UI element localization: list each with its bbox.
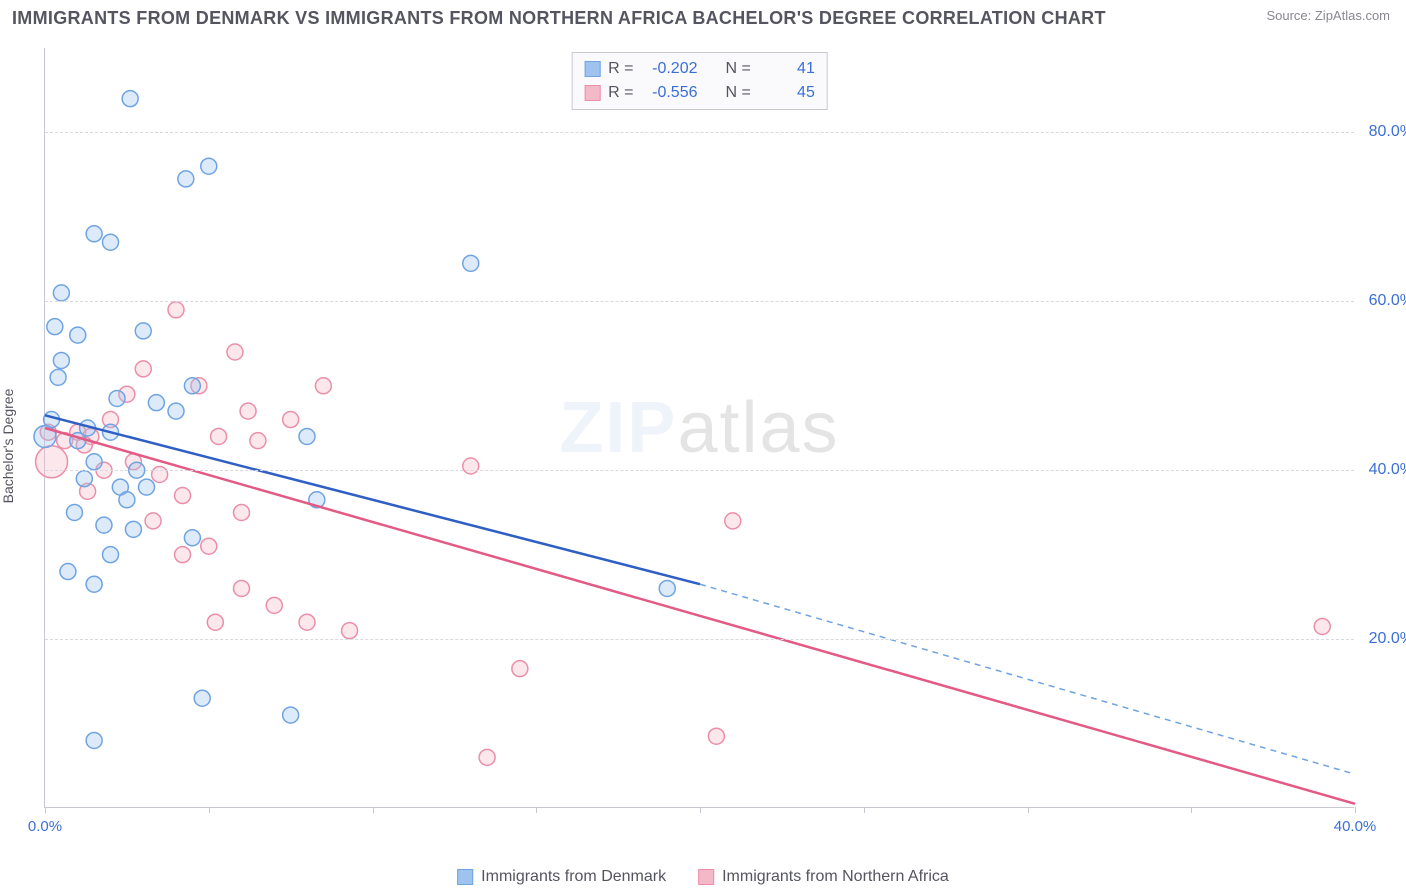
trendline-denmark-extrapolated: [700, 584, 1355, 774]
x-tick: [373, 807, 374, 813]
data-point-denmark: [184, 530, 200, 546]
data-point-denmark: [70, 327, 86, 343]
gridline-h: [45, 132, 1354, 133]
data-point-denmark: [659, 580, 675, 596]
data-point-nafrica: [175, 488, 191, 504]
data-point-nafrica: [725, 513, 741, 529]
data-point-nafrica: [201, 538, 217, 554]
data-point-denmark: [135, 323, 151, 339]
data-point-denmark: [194, 690, 210, 706]
y-tick-label: 60.0%: [1359, 292, 1406, 310]
data-point-denmark: [178, 171, 194, 187]
data-point-denmark: [184, 378, 200, 394]
x-tick: [1028, 807, 1029, 813]
data-point-denmark: [86, 576, 102, 592]
data-point-denmark: [299, 428, 315, 444]
chart-title: IMMIGRANTS FROM DENMARK VS IMMIGRANTS FR…: [12, 8, 1106, 29]
data-point-nafrica: [1314, 618, 1330, 634]
data-point-nafrica: [175, 547, 191, 563]
data-point-denmark: [283, 707, 299, 723]
data-point-nafrica: [315, 378, 331, 394]
data-point-denmark: [50, 369, 66, 385]
gridline-h: [45, 470, 1354, 471]
y-tick-label: 40.0%: [1359, 461, 1406, 479]
data-point-denmark: [103, 234, 119, 250]
data-point-nafrica: [266, 597, 282, 613]
data-point-nafrica: [207, 614, 223, 630]
legend-item-denmark: Immigrants from Denmark: [457, 868, 666, 886]
data-point-nafrica: [135, 361, 151, 377]
data-point-denmark: [122, 91, 138, 107]
data-point-denmark: [463, 255, 479, 271]
data-point-nafrica: [479, 749, 495, 765]
trendline-denmark: [45, 415, 700, 584]
data-point-denmark: [125, 521, 141, 537]
data-point-nafrica: [234, 504, 250, 520]
data-point-denmark: [76, 471, 92, 487]
scatter-svg: [45, 48, 1354, 807]
data-point-denmark: [139, 479, 155, 495]
data-point-denmark: [96, 517, 112, 533]
data-point-denmark: [60, 564, 76, 580]
legend-item-nafrica: Immigrants from Northern Africa: [698, 868, 949, 886]
x-tick: [45, 807, 46, 813]
gridline-h: [45, 639, 1354, 640]
legend-label-denmark: Immigrants from Denmark: [481, 868, 666, 886]
x-tick: [700, 807, 701, 813]
data-point-nafrica: [168, 302, 184, 318]
data-point-denmark: [86, 226, 102, 242]
data-point-denmark: [66, 504, 82, 520]
data-point-nafrica: [463, 458, 479, 474]
data-point-nafrica: [708, 728, 724, 744]
x-tick: [1355, 807, 1356, 813]
x-tick: [536, 807, 537, 813]
x-tick: [1191, 807, 1192, 813]
data-point-denmark: [148, 395, 164, 411]
x-tick: [209, 807, 210, 813]
data-point-nafrica: [250, 433, 266, 449]
data-point-denmark: [86, 454, 102, 470]
data-point-denmark: [103, 547, 119, 563]
swatch-nafrica-icon: [698, 869, 714, 885]
data-point-nafrica: [152, 466, 168, 482]
x-tick: [864, 807, 865, 813]
source-label: Source: ZipAtlas.com: [1266, 8, 1390, 23]
swatch-denmark-icon: [457, 869, 473, 885]
plot-area: ZIPatlas R = -0.202 N = 41 R = -0.556 N …: [44, 48, 1354, 808]
data-point-denmark: [53, 352, 69, 368]
data-point-nafrica: [342, 623, 358, 639]
gridline-h: [45, 301, 1354, 302]
data-point-nafrica: [234, 580, 250, 596]
data-point-nafrica: [512, 661, 528, 677]
data-point-denmark: [53, 285, 69, 301]
data-point-nafrica: [227, 344, 243, 360]
data-point-denmark: [109, 390, 125, 406]
data-point-denmark: [201, 158, 217, 174]
title-bar: IMMIGRANTS FROM DENMARK VS IMMIGRANTS FR…: [0, 0, 1406, 33]
y-tick-label: 80.0%: [1359, 123, 1406, 141]
legend-bottom: Immigrants from Denmark Immigrants from …: [457, 868, 949, 886]
trendline-nafrica: [45, 428, 1355, 804]
data-point-denmark: [168, 403, 184, 419]
data-point-nafrica: [211, 428, 227, 444]
data-point-denmark: [86, 732, 102, 748]
data-point-denmark: [119, 492, 135, 508]
data-point-denmark: [47, 319, 63, 335]
legend-label-nafrica: Immigrants from Northern Africa: [722, 868, 949, 886]
x-tick-label: 0.0%: [28, 818, 62, 835]
data-point-nafrica: [283, 412, 299, 428]
data-point-nafrica: [145, 513, 161, 529]
data-point-nafrica: [299, 614, 315, 630]
x-tick-label: 40.0%: [1334, 818, 1377, 835]
data-point-nafrica: [36, 446, 68, 478]
y-tick-label: 20.0%: [1359, 630, 1406, 648]
data-point-nafrica: [240, 403, 256, 419]
y-axis-label: Bachelor's Degree: [0, 389, 16, 504]
